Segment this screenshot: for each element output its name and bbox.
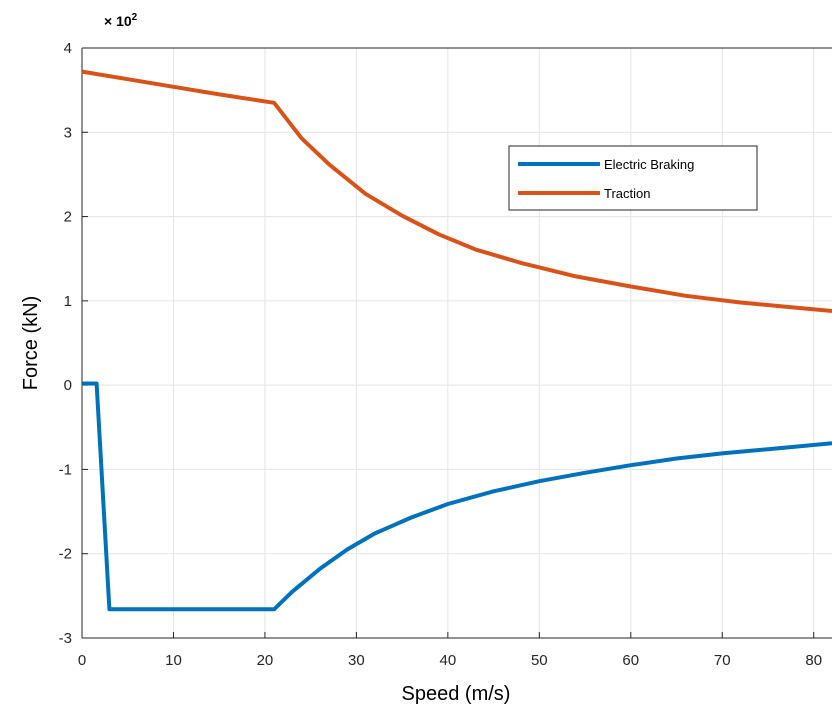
y-tick-label: 3: [64, 124, 72, 141]
x-tick-label: 10: [165, 652, 182, 669]
legend-label-traction: Traction: [604, 186, 650, 201]
y-scale-exponent: 2: [132, 12, 138, 23]
x-tick-labels: 0 10 20 30 40 50 60 70 80: [78, 652, 822, 669]
y-axis-title: Force (kN): [20, 296, 42, 390]
x-tick-label: 50: [531, 652, 548, 669]
data-series: [81, 69, 832, 612]
y-scale-base: × 10: [104, 13, 132, 29]
y-tick-label: 4: [64, 40, 72, 57]
x-axis-title: Speed (m/s): [402, 683, 511, 705]
y-tick-label: 0: [64, 377, 72, 394]
x-tick-label: 40: [440, 652, 457, 669]
series-line-electric-braking: [82, 381, 832, 612]
x-tick-label: 30: [348, 652, 365, 669]
y-tick-label: -1: [59, 461, 72, 478]
y-tick-label: 1: [64, 293, 72, 310]
x-tick-label: 20: [257, 652, 274, 669]
tick-marks: [81, 47, 815, 639]
x-tick-label: 0: [78, 652, 86, 669]
legend-label-electric-braking: Electric Braking: [604, 157, 694, 172]
legend: Electric Braking Traction: [508, 145, 758, 211]
y-scale-label: × 102: [104, 12, 138, 29]
y-tick-label: -2: [59, 546, 72, 563]
plot-area: [82, 48, 832, 638]
y-tick-label: 2: [64, 209, 72, 226]
x-tick-label: 60: [622, 652, 639, 669]
axes: [81, 47, 832, 639]
legend-box: [508, 145, 758, 211]
series-line-traction: [81, 69, 832, 313]
y-tick-label: -3: [59, 630, 72, 647]
x-tick-label: 70: [714, 652, 731, 669]
x-tick-label: 80: [805, 652, 822, 669]
y-tick-labels: -3 -2 -1 0 1 2 3 4: [59, 40, 72, 647]
